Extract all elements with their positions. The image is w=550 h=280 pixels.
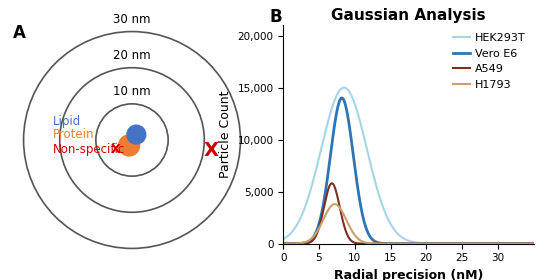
Vero E6: [523, 242, 530, 245]
Legend: HEK293T, Vero E6, A549, H1793: HEK293T, Vero E6, A549, H1793: [450, 31, 528, 92]
A549: [523, 242, 530, 245]
Vero E6: [395, 242, 402, 245]
Text: 30 nm: 30 nm: [113, 13, 151, 26]
Text: Non-specific: Non-specific: [52, 143, 125, 155]
HEK293T: [340, 86, 347, 89]
H1793: [280, 242, 287, 245]
HEK293T: [293, 225, 299, 228]
H1793: [477, 242, 483, 245]
Vero E6: [530, 242, 537, 245]
Text: Lipid: Lipid: [52, 115, 81, 129]
A549: [395, 242, 402, 245]
H1793: [395, 242, 402, 245]
Line: HEK293T: HEK293T: [283, 88, 534, 244]
Line: A549: A549: [283, 183, 534, 244]
Vero E6: [280, 242, 287, 245]
HEK293T: [395, 233, 402, 236]
H1793: [530, 242, 537, 245]
HEK293T: [280, 237, 287, 241]
H1793: [402, 242, 408, 245]
Vero E6: [293, 242, 299, 245]
HEK293T: [523, 242, 530, 245]
X-axis label: Radial precision (nM): Radial precision (nM): [334, 269, 483, 280]
Vero E6: [523, 242, 530, 245]
H1793: [332, 202, 338, 206]
Line: H1793: H1793: [283, 204, 534, 244]
A549: [530, 242, 537, 245]
Text: 20 nm: 20 nm: [113, 49, 151, 62]
A549: [477, 242, 483, 245]
H1793: [523, 242, 530, 245]
Text: X: X: [111, 143, 120, 155]
A549: [402, 242, 408, 245]
A549: [328, 182, 335, 185]
Circle shape: [119, 135, 140, 156]
Text: B: B: [270, 8, 282, 26]
Vero E6: [402, 242, 408, 245]
Vero E6: [477, 242, 483, 245]
Line: Vero E6: Vero E6: [283, 98, 534, 244]
Title: Gaussian Analysis: Gaussian Analysis: [331, 8, 486, 23]
Text: 10 nm: 10 nm: [113, 85, 151, 99]
Y-axis label: Particle Count: Particle Count: [219, 91, 232, 178]
HEK293T: [402, 237, 408, 241]
H1793: [293, 242, 299, 245]
H1793: [523, 242, 530, 245]
HEK293T: [523, 242, 530, 245]
Text: A: A: [13, 24, 26, 42]
HEK293T: [530, 242, 537, 245]
Text: Protein: Protein: [52, 128, 94, 141]
Vero E6: [339, 96, 345, 100]
A549: [280, 242, 287, 245]
A549: [523, 242, 530, 245]
A549: [293, 242, 299, 245]
Text: X: X: [204, 141, 219, 160]
Circle shape: [127, 125, 146, 144]
HEK293T: [477, 242, 483, 245]
